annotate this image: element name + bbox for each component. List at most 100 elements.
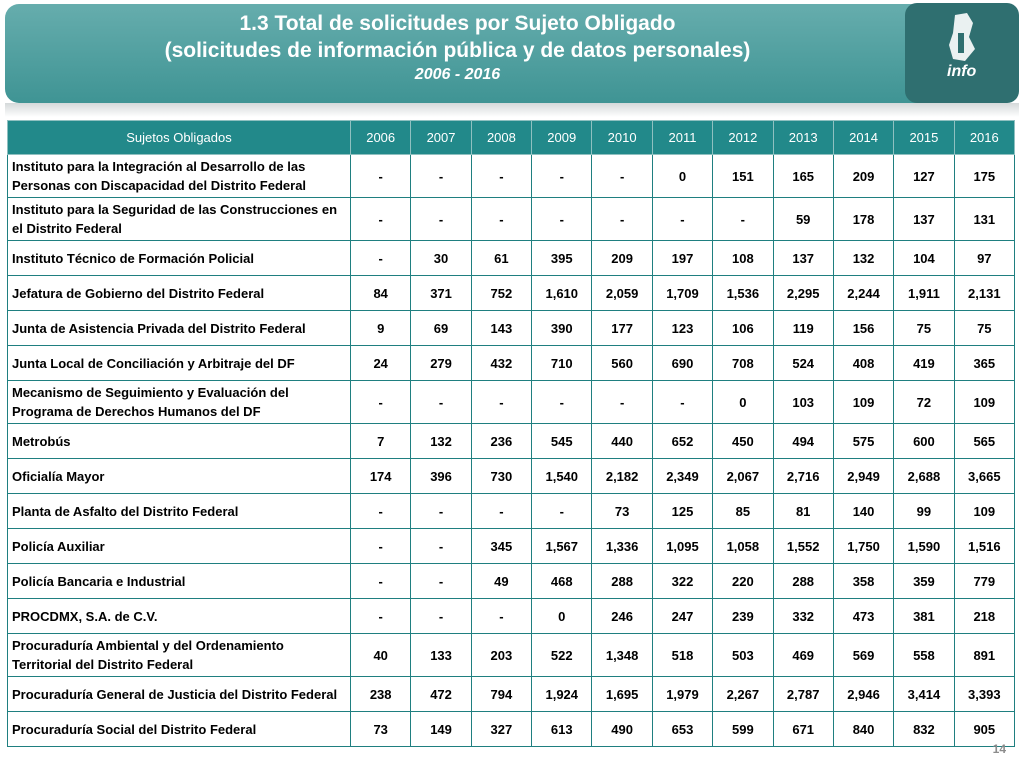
cell: 891 bbox=[953, 633, 1016, 677]
header-banner bbox=[5, 4, 1019, 103]
cell: 358 bbox=[832, 563, 895, 599]
title-line: (solicitudes de información pública y de… bbox=[164, 39, 751, 62]
logo-shape bbox=[958, 33, 964, 53]
cell: - bbox=[591, 154, 653, 198]
cell: - bbox=[470, 493, 533, 529]
cell: 0 bbox=[712, 380, 774, 424]
cell: 565 bbox=[953, 423, 1016, 459]
table-row: Policía Auxiliar - -345 1,567 1,336 1,095 1,05… bbox=[7, 528, 1016, 564]
logo-icon bbox=[949, 13, 975, 61]
cell: 322 bbox=[651, 563, 714, 599]
cell: 108 bbox=[712, 240, 774, 276]
row-label: Instituto para la Integración al Desarro… bbox=[7, 154, 351, 198]
cell: - bbox=[651, 380, 714, 424]
cell: 840 bbox=[832, 711, 895, 747]
cell: 131 bbox=[953, 197, 1016, 241]
cell: - bbox=[410, 380, 472, 424]
cell: 1,567 bbox=[531, 528, 593, 564]
cell: 209 bbox=[591, 240, 653, 276]
cell: 85 bbox=[712, 493, 774, 529]
cell: 2,949 bbox=[832, 458, 895, 494]
cell: 473 bbox=[832, 598, 895, 634]
cell: 518 bbox=[651, 633, 714, 677]
cell: 104 bbox=[893, 240, 955, 276]
cell: 2,059 bbox=[591, 275, 653, 311]
cell: 61 bbox=[470, 240, 533, 276]
cell: 9 bbox=[349, 310, 412, 346]
cell: 175 bbox=[953, 154, 1016, 198]
cell: 779 bbox=[953, 563, 1016, 599]
cell: 209 bbox=[832, 154, 895, 198]
cell: - bbox=[651, 197, 714, 241]
cell: 119 bbox=[772, 310, 834, 346]
cell: 359 bbox=[893, 563, 955, 599]
cell: 1,516 bbox=[953, 528, 1016, 564]
cell: 137 bbox=[772, 240, 834, 276]
header-row: Sujetos Obligados 2006 2007 2008 2009 2010 201… bbox=[7, 120, 1016, 155]
cell: 73 bbox=[591, 493, 653, 529]
column-header: 2011 bbox=[651, 120, 714, 155]
cell: 1,536 bbox=[712, 275, 774, 311]
cell: 203 bbox=[470, 633, 533, 677]
cell: 239 bbox=[712, 598, 774, 634]
column-header: 2006 bbox=[349, 120, 412, 155]
column-header: 2014 bbox=[832, 120, 895, 155]
header-shadow bbox=[5, 103, 1019, 117]
cell: - bbox=[349, 197, 412, 241]
cell: 220 bbox=[712, 563, 774, 599]
cell: 84 bbox=[349, 275, 412, 311]
cell: - bbox=[349, 380, 412, 424]
table-row: Jefatura de Gobierno del Distrito Federa… bbox=[7, 275, 1016, 311]
cell: 3,414 bbox=[893, 676, 955, 712]
cell: 174 bbox=[349, 458, 412, 494]
row-label: Policía Bancaria e Industrial bbox=[7, 563, 351, 599]
cell: 558 bbox=[893, 633, 955, 677]
cell: 440 bbox=[591, 423, 653, 459]
cell: 653 bbox=[651, 711, 714, 747]
cell: 794 bbox=[470, 676, 533, 712]
cell: 905 bbox=[953, 711, 1016, 747]
cell: 123 bbox=[651, 310, 714, 346]
table-row: Instituto para la Integración al Desarro… bbox=[7, 154, 1016, 198]
cell: 1,610 bbox=[531, 275, 593, 311]
cell: 522 bbox=[531, 633, 593, 677]
cell: 2,349 bbox=[651, 458, 714, 494]
table-row: Procuraduría General de Justicia del Dis… bbox=[7, 676, 1016, 712]
cell: 671 bbox=[772, 711, 834, 747]
cell: 503 bbox=[712, 633, 774, 677]
row-label: Mecanismo de Seguimiento y Evaluación de… bbox=[7, 380, 351, 424]
cell: - bbox=[349, 240, 412, 276]
cell: 288 bbox=[772, 563, 834, 599]
cell: 2,067 bbox=[712, 458, 774, 494]
cell: 381 bbox=[893, 598, 955, 634]
cell: 600 bbox=[893, 423, 955, 459]
cell: 2,267 bbox=[712, 676, 774, 712]
cell: 752 bbox=[470, 275, 533, 311]
cell: - bbox=[410, 154, 472, 198]
table-body: Instituto para la Integración al Desarro… bbox=[7, 154, 1016, 747]
cell: - bbox=[591, 380, 653, 424]
column-header: 2008 bbox=[470, 120, 533, 155]
cell: 236 bbox=[470, 423, 533, 459]
logo-text: info bbox=[947, 63, 977, 80]
cell: 419 bbox=[893, 345, 955, 381]
cell: 1,924 bbox=[531, 676, 593, 712]
cell: 109 bbox=[953, 493, 1016, 529]
cell: - bbox=[410, 563, 472, 599]
cell: 1,348 bbox=[591, 633, 653, 677]
cell: 75 bbox=[953, 310, 1016, 346]
title-line: 1.3 Total de solicitudes por Sujeto Obli… bbox=[239, 12, 676, 35]
cell: 2,946 bbox=[832, 676, 895, 712]
cell: 109 bbox=[832, 380, 895, 424]
table-row: Policía Bancaria e Industrial - -49 468 288 3… bbox=[7, 563, 1016, 599]
table-row: Procuraduría Ambiental y del Ordenamient… bbox=[7, 633, 1016, 677]
table-row: Junta de Asistencia Privada del Distrito… bbox=[7, 310, 1016, 346]
cell: 59 bbox=[772, 197, 834, 241]
cell: 109 bbox=[953, 380, 1016, 424]
cell: - bbox=[531, 493, 593, 529]
cell: - bbox=[410, 598, 472, 634]
cell: 143 bbox=[470, 310, 533, 346]
column-header: 2009 bbox=[531, 120, 593, 155]
cell: 72 bbox=[893, 380, 955, 424]
